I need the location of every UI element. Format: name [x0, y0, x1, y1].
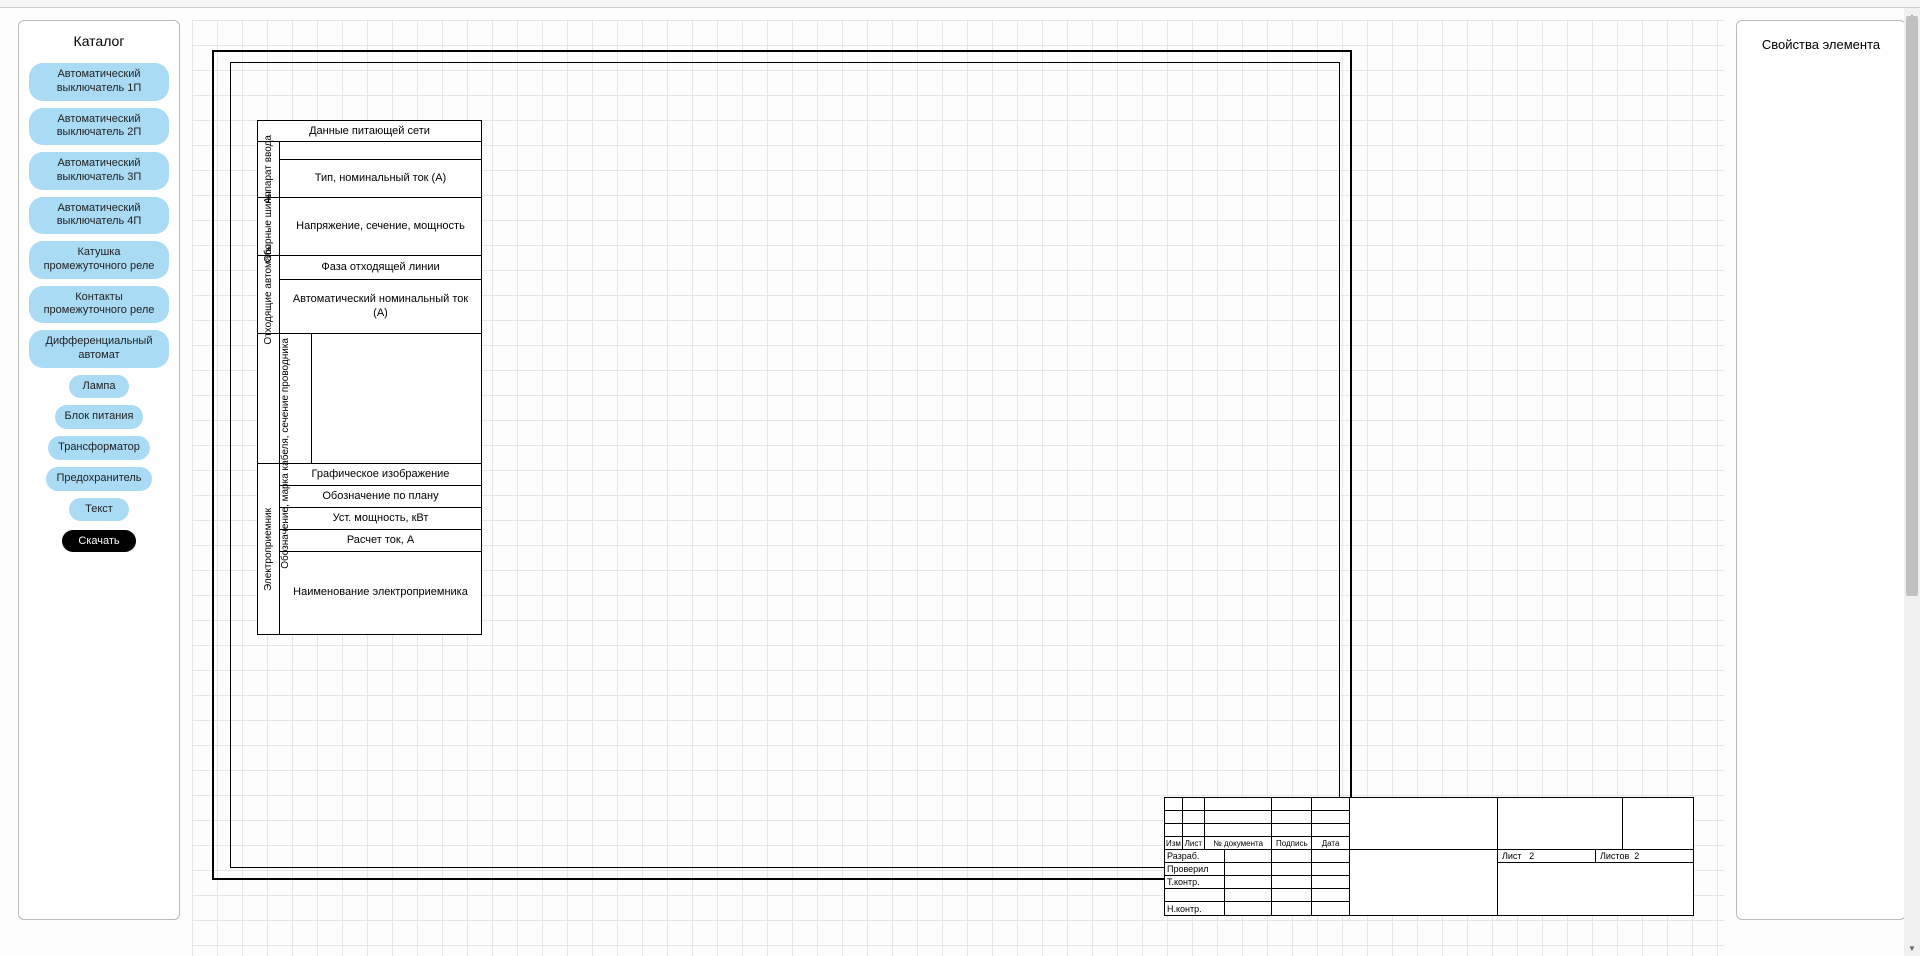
tb-org: [1498, 863, 1693, 915]
drawing-canvas[interactable]: Данные питающей сети Аппарат ввода Тип, …: [192, 20, 1724, 956]
spec-cell: Графическое изображение: [280, 464, 481, 486]
catalog-item-breaker-1p[interactable]: Автоматический выключатель 1П: [29, 63, 169, 101]
spec-header: Данные питающей сети: [258, 121, 481, 142]
spec-group-outgoing: Отходящие автоматы: [258, 256, 280, 333]
scrollbar-thumb[interactable]: [1906, 16, 1918, 596]
catalog-title: Каталог: [74, 33, 125, 49]
tb-doc-name: [1350, 798, 1497, 850]
spec-cell: [280, 142, 481, 160]
catalog-item-breaker-2p[interactable]: Автоматический выключатель 2П: [29, 108, 169, 146]
spec-cell: Автоматический номинальный ток (А): [280, 280, 481, 333]
spec-cell: Наименование электроприемника: [280, 552, 481, 634]
tb-row-blank: [1165, 889, 1225, 901]
spec-cell: [312, 334, 481, 463]
spec-cell: Фаза отходящей линии: [280, 256, 481, 280]
tb-row-ncontrol: Н.контр.: [1165, 902, 1225, 915]
properties-title: Свойства элемента: [1747, 37, 1895, 52]
catalog-item-psu[interactable]: Блок питания: [55, 405, 144, 429]
spec-group-input-device: Аппарат ввода: [258, 142, 280, 197]
catalog-item-diff-auto[interactable]: Дифференциальный автомат: [29, 330, 169, 368]
spec-cell: Обозначение по плану: [280, 486, 481, 508]
catalog-item-text[interactable]: Текст: [69, 498, 129, 522]
catalog-item-breaker-3p[interactable]: Автоматический выключатель 3П: [29, 152, 169, 190]
tb-doc-title: [1350, 850, 1497, 915]
catalog-item-relay-contacts[interactable]: Контакты промежуточного реле: [29, 286, 169, 324]
spec-cell: Тип, номинальный ток (А): [280, 160, 481, 197]
top-bar: [0, 0, 1920, 8]
tb-sheets: Лист 2 Листов 2: [1498, 850, 1693, 863]
tb-row-developer: Разраб.: [1165, 850, 1225, 862]
spec-cable-blank: [258, 334, 280, 463]
download-button[interactable]: Скачать: [62, 530, 135, 552]
title-block-header: Изм Лист № документа Подпись Дата: [1165, 837, 1349, 850]
catalog-item-breaker-4p[interactable]: Автоматический выключатель 4П: [29, 197, 169, 235]
spec-cell: Расчет ток, А: [280, 530, 481, 552]
scroll-down-icon[interactable]: ▼: [1904, 940, 1920, 956]
spec-cable-label: Обозначение, марка кабеля, сечение прово…: [280, 334, 312, 463]
spec-cell: Напряжение, сечение, мощность: [280, 198, 481, 255]
tb-row-tcontrol: Т.контр.: [1165, 876, 1225, 888]
spec-group-receiver: Электроприемник: [258, 464, 280, 634]
spec-table: Данные питающей сети Аппарат ввода Тип, …: [257, 120, 482, 635]
tb-row-checked: Проверил: [1165, 863, 1225, 875]
vertical-scrollbar[interactable]: ▲ ▼: [1904, 8, 1920, 956]
properties-panel: Свойства элемента: [1736, 20, 1906, 920]
catalog-item-lamp[interactable]: Лампа: [69, 375, 129, 399]
title-block: Изм Лист № документа Подпись Дата Разраб…: [1164, 797, 1694, 916]
spec-cell: Уст. мощность, кВт: [280, 508, 481, 530]
catalog-item-relay-coil[interactable]: Катушка промежуточного реле: [29, 241, 169, 279]
catalog-panel: Каталог Автоматический выключатель 1П Ав…: [18, 20, 180, 920]
catalog-item-transformer[interactable]: Трансформатор: [48, 436, 150, 460]
catalog-item-fuse[interactable]: Предохранитель: [46, 467, 151, 491]
